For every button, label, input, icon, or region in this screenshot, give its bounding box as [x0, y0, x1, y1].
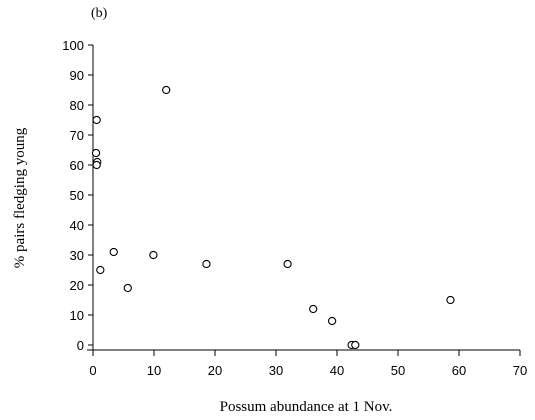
data-point: [283, 259, 292, 269]
y-tick-label: 80: [70, 98, 84, 113]
x-ticks: 0 10 20 30 40 50 60 70: [89, 350, 527, 378]
y-tick-label: 90: [70, 68, 84, 83]
x-axis: 0 10 20 30 40 50 60 70: [87, 349, 527, 378]
y-tick-label: 50: [70, 188, 84, 203]
y-tick-label: 100: [62, 38, 84, 53]
data-point: [96, 265, 105, 275]
y-ticks: 0 10 20 30 40 50 60 70 80 90 100: [62, 38, 93, 353]
data-point: [109, 247, 118, 257]
y-tick-label: 30: [70, 248, 84, 263]
data-point: [149, 250, 158, 260]
data-points: [91, 85, 455, 350]
x-tick-label: 70: [513, 363, 527, 378]
y-tick-label: 0: [77, 338, 84, 353]
x-tick-label: 40: [330, 363, 344, 378]
y-axis-label: % pairs fledging young: [12, 127, 28, 268]
data-point: [91, 148, 101, 158]
data-point: [162, 85, 171, 95]
data-point: [327, 316, 337, 326]
x-tick-label: 0: [89, 363, 96, 378]
data-point: [92, 160, 101, 170]
x-tick-label: 20: [208, 363, 222, 378]
y-tick-label: 20: [70, 278, 84, 293]
data-point: [202, 259, 211, 269]
x-axis-label: Possum abundance at 1 Nov.: [220, 399, 393, 415]
y-tick-label: 10: [70, 308, 84, 323]
data-point: [309, 304, 318, 314]
x-tick-label: 10: [147, 363, 161, 378]
x-tick-label: 50: [391, 363, 405, 378]
y-tick-label: 40: [70, 218, 84, 233]
y-tick-label: 70: [70, 128, 84, 143]
y-tick-label: 60: [70, 158, 84, 173]
data-point: [123, 283, 132, 293]
data-point: [92, 115, 101, 125]
data-point: [351, 340, 360, 350]
x-tick-label: 60: [452, 363, 466, 378]
data-point: [446, 295, 455, 305]
y-axis: 0 10 20 30 40 50 60 70 80 90 100: [62, 38, 94, 353]
x-tick-label: 30: [269, 363, 283, 378]
panel-label: (b): [91, 6, 108, 21]
